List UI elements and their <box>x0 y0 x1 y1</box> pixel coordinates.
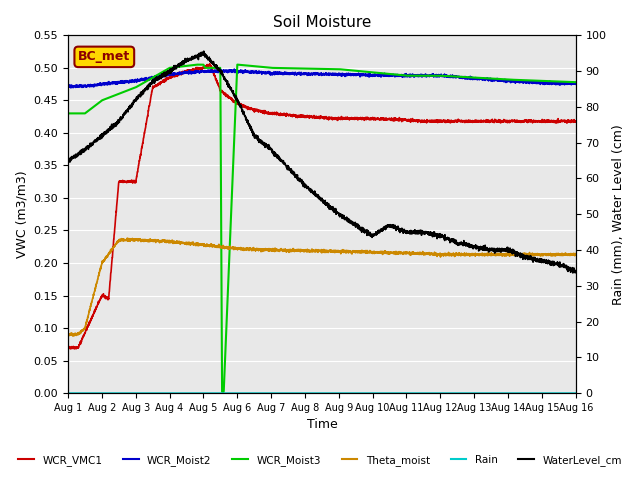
Legend: WCR_VMC1, WCR_Moist2, WCR_Moist3, Theta_moist, Rain, WaterLevel_cm: WCR_VMC1, WCR_Moist2, WCR_Moist3, Theta_… <box>14 451 626 470</box>
Y-axis label: Rain (mm), Water Level (cm): Rain (mm), Water Level (cm) <box>612 124 625 305</box>
Text: BC_met: BC_met <box>78 50 131 63</box>
X-axis label: Time: Time <box>307 419 337 432</box>
Y-axis label: VWC (m3/m3): VWC (m3/m3) <box>15 170 28 258</box>
Title: Soil Moisture: Soil Moisture <box>273 15 371 30</box>
